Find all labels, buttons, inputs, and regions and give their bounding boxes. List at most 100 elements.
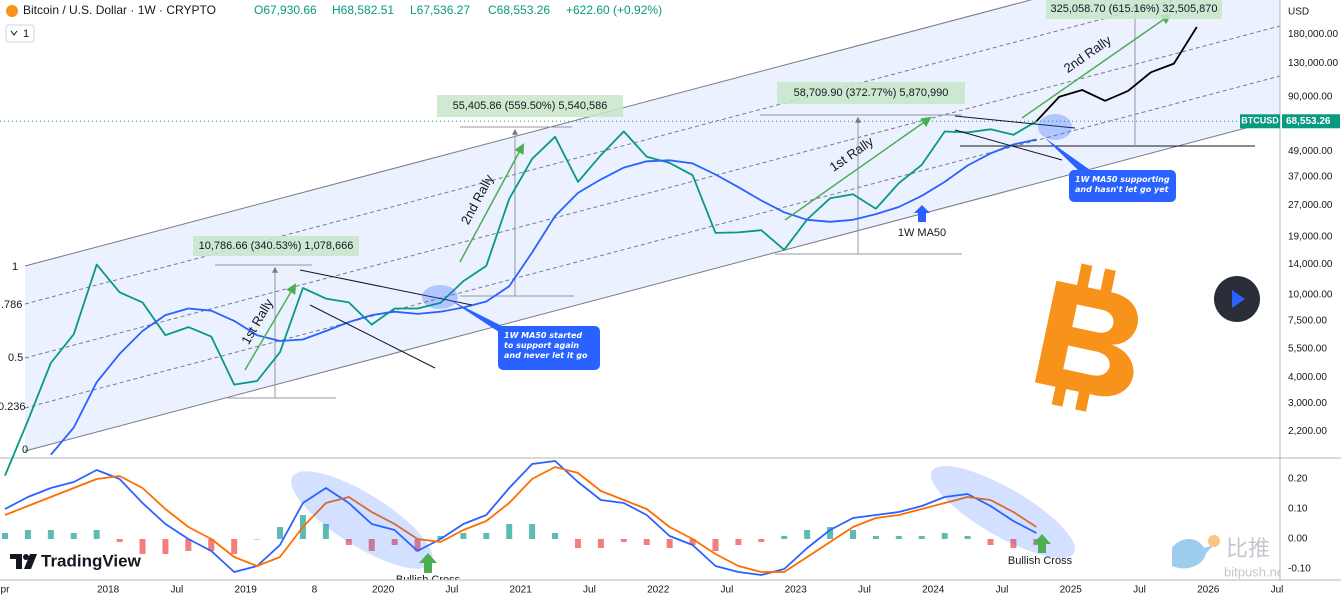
up-arrow: [1033, 534, 1051, 553]
x-tick-label: Jul: [721, 585, 734, 596]
histogram-bar: [506, 524, 513, 539]
ohlc-high: H68,582.51: [332, 3, 394, 17]
x-tick-label: 2025: [1060, 585, 1083, 596]
histogram-bar: [24, 530, 31, 539]
histogram-bar: [666, 539, 673, 548]
histogram-bar: [758, 539, 765, 542]
histogram-bar: [620, 539, 627, 542]
histogram-bar: [345, 539, 352, 545]
callout-pointer: [1045, 138, 1090, 172]
chart-title: Bitcoin / U.S. Dollar · 1W · CRYPTO: [23, 3, 216, 17]
series-line: [4, 460, 1037, 576]
x-tick-label: 2021: [510, 585, 533, 596]
channel: [24, 0, 1280, 452]
y-tick-label: 0.20: [1288, 474, 1308, 485]
channel-line: [24, 75, 1280, 409]
x-tick-label: Jul: [446, 585, 459, 596]
histogram-bar: [322, 524, 329, 539]
x-tick-label: 2020: [372, 585, 395, 596]
callout-text: 1W MA50 supporting and hasn't let go yet: [1069, 170, 1176, 202]
x-tick-label: pr: [1, 585, 11, 596]
y-tick-label: 0.10: [1288, 504, 1308, 515]
y-tick-label: 10,000.00: [1288, 290, 1333, 301]
y-tick-label: -0.10: [1288, 564, 1311, 575]
histogram-bar: [735, 539, 742, 545]
histogram-bar: [689, 539, 696, 545]
measure-box: [193, 236, 359, 256]
plot-marks: [0, 26, 1280, 576]
callout-text: 1W MA50 started to support again and nev…: [498, 326, 600, 370]
up-arrow: [914, 205, 930, 222]
histogram-bar: [254, 539, 261, 540]
play-button[interactable]: [1214, 276, 1260, 322]
x-tick-label: Jul: [583, 585, 596, 596]
measure-box: [777, 82, 965, 104]
y-tick-label: 14,000.00: [1288, 259, 1333, 270]
measure-label: 10,786.66 (340.53%) 1,078,666: [199, 240, 354, 252]
histogram-bar: [781, 536, 788, 539]
y-tick-label: 7,500.00: [1288, 316, 1327, 327]
callout-pointer: [450, 300, 510, 336]
x-tick-label: 2018: [97, 585, 120, 596]
ohlc-low: L67,536.27: [410, 3, 470, 17]
series-line: [50, 138, 1037, 456]
price-axis-bg: [1280, 0, 1341, 598]
histogram-bar: [2, 533, 8, 539]
histogram-bar: [437, 536, 444, 539]
time-axis-bg: [0, 580, 1341, 598]
watermark-text: 比推: [1226, 536, 1270, 561]
x-tick-label: Jul: [858, 585, 871, 596]
series-line: [1035, 26, 1198, 122]
x-tick-label: 2023: [785, 585, 808, 596]
histogram-bar: [162, 539, 169, 554]
interval-count: 1: [23, 28, 29, 40]
histogram-bar: [208, 539, 215, 551]
channel-line: [24, 25, 1280, 359]
fib-label: 0: [22, 444, 28, 456]
rally-arrows: [244, 13, 1172, 371]
histogram-bar: [277, 527, 284, 539]
measure-label: 325,058.70 (615.16%) 32,505,870: [1051, 3, 1218, 15]
ohlc-open: O67,930.66: [254, 3, 317, 17]
x-tick-label: 2022: [647, 585, 670, 596]
interval-toggle[interactable]: 1: [5, 24, 35, 43]
y-tick-label: 37,000.00: [1288, 172, 1333, 183]
y-tick-label: 4,000.00: [1288, 372, 1327, 383]
histogram-bar: [231, 539, 238, 554]
histogram-bar: [804, 530, 811, 539]
histogram-bar: [414, 539, 421, 551]
histogram-bar: [941, 533, 948, 539]
x-tick-label: Jul: [170, 585, 183, 596]
y-tick-label: 19,000.00: [1288, 232, 1333, 243]
histogram-bar: [964, 536, 971, 539]
histogram-bar: [872, 536, 879, 539]
histogram-bar: [712, 539, 719, 551]
wedge-lines: [299, 115, 1076, 369]
price-tag: [1282, 114, 1340, 129]
highlight-ellipse: [422, 285, 458, 309]
logo-text: TradingView: [41, 551, 142, 570]
ohlc-change: +622.60 (+0.92%): [566, 3, 662, 17]
x-tick-label: 8: [312, 585, 318, 596]
channel-fill: [25, 0, 1280, 451]
histogram-bar: [827, 527, 834, 539]
histogram-bar: [574, 539, 581, 548]
fib-label: 0.5: [8, 352, 23, 364]
y-tick-label: 90,000.00: [1288, 91, 1333, 102]
ma-label: 1W MA50: [898, 227, 946, 239]
histogram-bar: [987, 539, 994, 545]
x-tick-label: Jul: [996, 585, 1009, 596]
x-tick-label: 2019: [235, 585, 258, 596]
channel-line: [24, 0, 1033, 267]
histogram-bar: [139, 539, 146, 554]
histogram-bar: [460, 533, 467, 539]
fib-label: .786: [1, 299, 22, 311]
histogram-bar: [529, 524, 536, 539]
series-line: [4, 120, 1037, 476]
measure-label: 55,405.86 (559.50%) 5,540,586: [453, 100, 608, 112]
ohlc-close: C68,553.26: [488, 3, 550, 17]
histogram-bar: [895, 536, 902, 539]
callout: 1W MA50 supporting and hasn't let go yet: [1069, 170, 1176, 202]
x-tick-label: Jul: [1271, 585, 1284, 596]
